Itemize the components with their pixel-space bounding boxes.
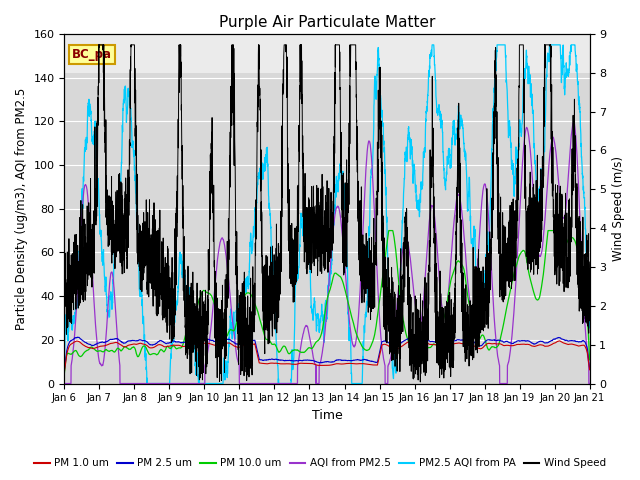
Y-axis label: Wind Speed (m/s): Wind Speed (m/s) bbox=[612, 156, 625, 261]
Y-axis label: Particle Density (ug/m3), AQI from PM2.5: Particle Density (ug/m3), AQI from PM2.5 bbox=[15, 88, 28, 330]
Text: BC_pa: BC_pa bbox=[72, 48, 112, 61]
X-axis label: Time: Time bbox=[312, 409, 342, 422]
Bar bbox=[65, 34, 589, 73]
Title: Purple Air Particulate Matter: Purple Air Particulate Matter bbox=[219, 15, 435, 30]
Legend: PM 1.0 um, PM 2.5 um, PM 10.0 um, AQI from PM2.5, PM2.5 AQI from PA, Wind Speed: PM 1.0 um, PM 2.5 um, PM 10.0 um, AQI fr… bbox=[30, 454, 610, 472]
